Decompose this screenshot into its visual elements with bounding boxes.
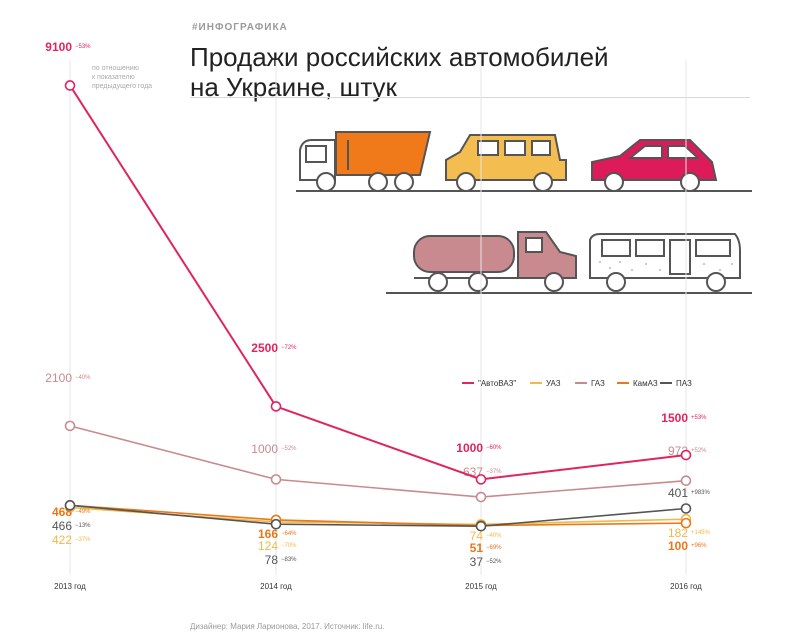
data-label-gaz: 1000: [251, 442, 278, 456]
jeep-icon: [445, 134, 567, 192]
data-label-gaz: 2100: [45, 371, 72, 385]
legend-label-gaz: ГАЗ: [591, 379, 605, 388]
series-line-gaz: [69, 425, 687, 498]
data-point-avtovaz: [270, 401, 282, 412]
data-label-uaz: 124: [258, 539, 278, 553]
data-point-avtovaz: [64, 80, 76, 91]
data-point-avtovaz: [680, 449, 692, 461]
dump-truck-icon: [299, 131, 432, 192]
footer-credit: Дизайнер: Мария Ларионова, 2017. Источни…: [190, 622, 385, 631]
change-label-gaz: −37%: [486, 469, 502, 475]
series-line-kamaz: [69, 504, 687, 527]
change-label-kamaz: −64%: [281, 531, 297, 537]
legend-label-paz: ПАЗ: [676, 379, 692, 388]
change-label-kamaz: +96%: [691, 543, 707, 549]
data-point-avtovaz: [475, 474, 487, 485]
series-line-avtovaz: [69, 84, 687, 481]
data-point-paz: [64, 500, 76, 511]
change-label-gaz: −40%: [75, 375, 91, 381]
data-label-paz: 37: [470, 555, 484, 569]
bus-icon: [589, 233, 741, 292]
change-label-paz: +983%: [691, 490, 711, 496]
car-icon: [591, 139, 718, 192]
data-point-gaz: [270, 474, 282, 485]
legend-label-uaz: УАЗ: [546, 379, 561, 388]
data-label-uaz: 422: [52, 533, 72, 547]
change-note: по отношению к показателю предыдущего года: [92, 65, 152, 90]
data-point-gaz: [680, 475, 692, 487]
data-label-avtovaz: 1500: [661, 411, 688, 425]
data-label-avtovaz: 2500: [251, 341, 278, 355]
data-point-kamaz: [680, 517, 692, 529]
series-line-paz: [69, 504, 687, 528]
data-label-paz: 78: [265, 553, 279, 567]
change-label-paz: −83%: [281, 557, 297, 563]
change-label-kamaz: −69%: [486, 545, 502, 551]
tanker-truck-icon: [413, 231, 577, 292]
change-label-avtovaz: −72%: [281, 345, 297, 351]
data-point-paz: [475, 520, 487, 532]
data-label-avtovaz: 1000: [456, 441, 483, 455]
change-label-gaz: −52%: [281, 446, 297, 452]
title-divider: [190, 97, 750, 98]
legend-label-kamaz: КамАЗ: [633, 379, 658, 388]
data-label-uaz: 74: [470, 529, 484, 543]
data-label-paz: 466: [52, 519, 72, 533]
data-point-gaz: [475, 491, 487, 503]
x-tick-label: 2013 год: [54, 582, 86, 591]
data-label-kamaz: 166: [258, 527, 278, 541]
data-point-paz: [270, 518, 282, 530]
change-label-uaz: −70%: [281, 543, 297, 549]
change-label-avtovaz: +53%: [691, 415, 707, 421]
data-label-kamaz: 51: [470, 541, 484, 555]
x-tick-label: 2014 год: [260, 582, 292, 591]
data-label-paz: 401: [668, 486, 688, 500]
data-label-uaz: 182: [668, 526, 688, 540]
data-point-paz: [680, 503, 692, 514]
legend-label-avtovaz: "АвтоВАЗ": [478, 379, 516, 388]
data-point-gaz: [64, 420, 76, 432]
change-label-avtovaz: −53%: [75, 44, 91, 50]
data-label-avtovaz: 9100: [45, 40, 72, 54]
change-label-paz: −52%: [486, 559, 502, 565]
change-label-paz: −13%: [75, 523, 91, 529]
change-label-uaz: −40%: [486, 533, 502, 539]
data-label-kamaz: 100: [668, 539, 688, 553]
x-tick-label: 2016 год: [670, 582, 702, 591]
change-label-uaz: +145%: [691, 530, 711, 536]
section-tag: #ИНФОГРАФИКА: [192, 22, 288, 33]
x-tick-label: 2015 год: [465, 582, 497, 591]
change-label-kamaz: −49%: [75, 509, 91, 515]
change-label-avtovaz: −60%: [486, 445, 502, 451]
change-label-uaz: −37%: [75, 537, 91, 543]
change-label-gaz: +52%: [691, 448, 707, 454]
